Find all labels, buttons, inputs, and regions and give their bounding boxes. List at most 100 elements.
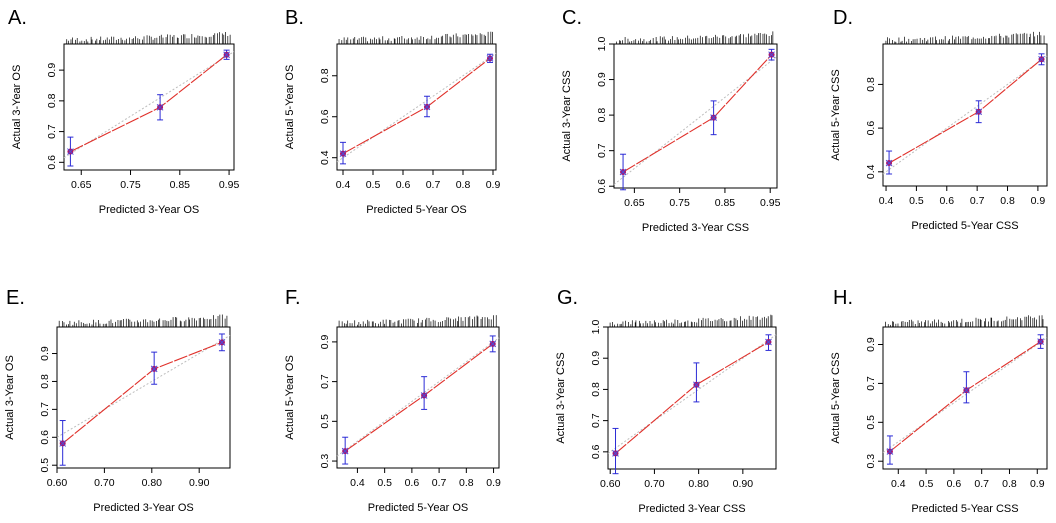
observed-line xyxy=(622,54,773,173)
plot-frame xyxy=(63,43,235,171)
y-tick-label: 0.9 xyxy=(590,351,602,366)
observed-line xyxy=(342,57,491,155)
y-tick-label: 0.4 xyxy=(865,164,877,179)
ideal-line xyxy=(56,334,231,438)
chart-panel-h: H. 0.4 0.5 0.6 0.7 0.8 0.9 0.3 0.5 0.7 0.9 Predicte… xyxy=(830,287,1048,515)
ideal-line xyxy=(607,334,777,454)
cross-marker xyxy=(885,159,893,167)
x-tick-label: 0.75 xyxy=(669,197,690,209)
ideal-line xyxy=(336,337,500,457)
x-tick-label: 0.75 xyxy=(120,179,141,191)
cross-marker xyxy=(612,450,619,457)
x-tick-label: 0.8 xyxy=(459,477,474,489)
x-tick-label: 0.4 xyxy=(891,478,906,490)
x-axis-label: Predicted 3-Year CSS xyxy=(638,503,745,515)
x-tick-label: 0.5 xyxy=(919,478,934,490)
x-tick-label: 0.95 xyxy=(219,179,240,191)
y-tick-label: 0.7 xyxy=(319,374,331,389)
y-tick-label: 0.6 xyxy=(319,109,331,124)
y-tick-label: 0.3 xyxy=(319,454,331,469)
cross-stroke xyxy=(423,103,431,111)
x-tick-label: 0.8 xyxy=(1000,195,1015,207)
y-tick-label: 0.8 xyxy=(590,382,602,397)
chart-panel-f: F. 0.4 0.5 0.6 0.7 0.8 0.9 0.3 0.5 0.7 0.9 Predicte… xyxy=(284,287,501,514)
cross-marker xyxy=(341,447,349,455)
cross-marker xyxy=(765,338,772,346)
y-tick-label: 0.8 xyxy=(596,108,608,123)
cross-marker xyxy=(423,103,431,111)
ideal-line xyxy=(63,51,235,159)
cross-marker xyxy=(963,386,970,394)
cross-marker xyxy=(150,365,158,373)
plot-frame xyxy=(336,326,500,469)
x-tick-label: 0.90 xyxy=(189,477,210,489)
y-axis-label: Actual 5-Year CSS xyxy=(830,69,842,160)
y-tick-label: 0.8 xyxy=(865,77,877,92)
x-axis-label: Predicted 3-Year OS xyxy=(93,502,193,514)
x-tick-label: 0.8 xyxy=(1002,478,1017,490)
cross-stroke xyxy=(975,108,983,116)
cross-marker xyxy=(886,448,894,455)
x-tick-label: 0.9 xyxy=(486,179,501,191)
cross-marker xyxy=(975,108,983,116)
x-tick-label: 0.9 xyxy=(486,477,501,489)
cross-stroke xyxy=(765,338,772,346)
y-tick-label: 0.7 xyxy=(46,124,58,139)
y-axis-label: Actual 3-Year OS xyxy=(4,355,16,440)
cross-stroke xyxy=(963,386,970,394)
y-tick-label: 0.4 xyxy=(319,150,331,165)
chart-panel-e: E. 0.60 0.70 0.80 0.90 0.5 0.6 0.7 0.8 0.9 Predict… xyxy=(4,287,231,514)
cross-stroke xyxy=(59,440,67,447)
plot-frame xyxy=(882,326,1048,470)
y-tick-label: 0.6 xyxy=(596,179,608,194)
x-axis-label: Predicted 5-Year CSS xyxy=(911,220,1018,232)
y-tick-label: 1.0 xyxy=(596,37,608,52)
cross-marker xyxy=(156,103,164,111)
plot-frame xyxy=(56,326,231,469)
cross-stroke xyxy=(612,450,619,457)
x-tick-label: 0.90 xyxy=(733,478,754,490)
y-tick-label: 0.9 xyxy=(319,334,331,349)
ideal-line xyxy=(336,52,497,163)
x-tick-label: 0.85 xyxy=(170,179,191,191)
observed-line xyxy=(62,341,223,444)
cross-stroke xyxy=(67,148,74,155)
x-tick-label: 0.80 xyxy=(688,478,709,490)
chart-panel-c: C. 0.65 0.75 0.85 0.95 0.6 0.7 0.8 0.9 1.0 Predict… xyxy=(561,7,781,234)
x-tick-label: 0.7 xyxy=(432,477,447,489)
x-axis-label: Predicted 3-Year OS xyxy=(99,204,199,216)
x-tick-label: 0.5 xyxy=(377,477,392,489)
x-tick-label: 0.65 xyxy=(71,179,92,191)
cross-marker xyxy=(59,440,67,447)
x-tick-label: 0.70 xyxy=(644,478,665,490)
y-tick-label: 0.6 xyxy=(865,121,877,136)
cross-marker xyxy=(693,381,700,389)
rug-marks xyxy=(58,314,228,327)
x-tick-label: 0.7 xyxy=(426,179,441,191)
x-tick-label: 0.4 xyxy=(336,179,351,191)
plot-frame xyxy=(607,326,777,470)
y-axis-label: Actual 5-Year OS xyxy=(284,355,296,440)
chart-panel-a: A. 0.65 0.75 0.85 0.95 0.6 0.7 0.8 0.9 Predicted … xyxy=(8,7,239,216)
cross-marker xyxy=(223,51,230,59)
cross-marker xyxy=(486,54,494,62)
rug-marks xyxy=(885,315,1044,327)
y-tick-label: 0.3 xyxy=(865,454,877,469)
cross-stroke xyxy=(1038,55,1045,63)
cross-stroke xyxy=(693,381,700,389)
plot-frame xyxy=(336,43,497,171)
y-tick-label: 1.0 xyxy=(590,320,602,335)
cross-stroke xyxy=(156,103,164,111)
x-tick-label: 0.4 xyxy=(350,477,365,489)
cross-stroke xyxy=(1037,338,1044,345)
cross-stroke xyxy=(223,51,230,59)
x-tick-label: 0.60 xyxy=(600,478,621,490)
y-tick-label: 0.8 xyxy=(39,374,51,389)
x-tick-label: 0.7 xyxy=(974,478,989,490)
y-tick-label: 0.9 xyxy=(596,72,608,87)
observed-line xyxy=(888,58,1042,164)
y-tick-label: 0.5 xyxy=(865,415,877,430)
cross-stroke xyxy=(341,447,349,455)
y-tick-label: 0.7 xyxy=(590,413,602,428)
cross-stroke xyxy=(886,448,894,455)
